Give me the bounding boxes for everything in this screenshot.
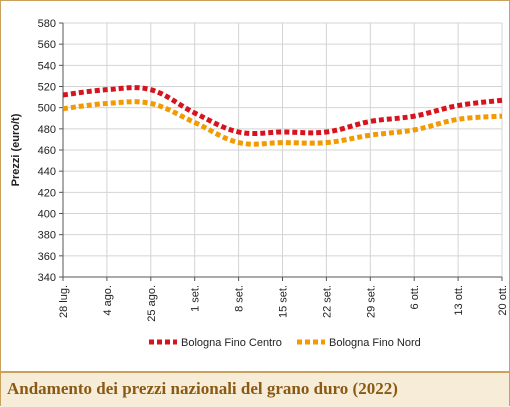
y-tick-label: 580: [38, 18, 56, 30]
x-tick-label: 28 lug.: [58, 285, 70, 318]
x-tick-label: 15 set.: [278, 285, 290, 318]
axis-layer: 340 360 380 400 420 440 460 480 500 520 540 560 580 2…: [10, 18, 509, 322]
legend-layer: Bologna Fino Centro Bologna Fino Nord: [149, 337, 421, 349]
chart-svg: 340 360 380 400 420 440 460 480 500 520 540 560 580 2…: [1, 1, 509, 371]
footer-bar: Andamento dei prezzi nazionali del grano…: [1, 371, 509, 407]
x-tick-label: 20 ott.: [497, 285, 509, 316]
y-tick-label: 340: [38, 272, 56, 284]
y-tick-label: 500: [38, 103, 56, 115]
x-tick-label: 1 set.: [190, 285, 202, 312]
y-tick-label: 360: [38, 251, 56, 263]
y-axis-label: Prezzi (euro/t): [10, 113, 22, 186]
x-tick-label: 6 ott.: [409, 285, 421, 309]
x-tick-label: 22 set.: [321, 285, 333, 318]
x-tick-label: 8 set.: [234, 285, 246, 312]
x-tick-label: 29 set.: [365, 285, 377, 318]
y-tick-label: 480: [38, 124, 56, 136]
x-tick-label: 13 ott.: [453, 285, 465, 316]
chart-title: Andamento dei prezzi nazionali del grano…: [7, 379, 398, 399]
legend-label: Bologna Fino Centro: [181, 337, 282, 349]
grid-layer: [63, 23, 502, 277]
y-tick-label: 400: [38, 209, 56, 221]
y-tick-label: 380: [38, 230, 56, 242]
x-tick-label: 25 ago.: [146, 285, 158, 322]
y-tick-label: 520: [38, 82, 56, 94]
x-tick-label: 4 ago.: [102, 285, 114, 316]
legend-label: Bologna Fino Nord: [329, 337, 421, 349]
y-tick-label: 440: [38, 166, 56, 178]
y-tick-label: 420: [38, 187, 56, 199]
y-tick-label: 540: [38, 60, 56, 72]
y-tick-label: 560: [38, 39, 56, 51]
y-tick-label: 460: [38, 145, 56, 157]
